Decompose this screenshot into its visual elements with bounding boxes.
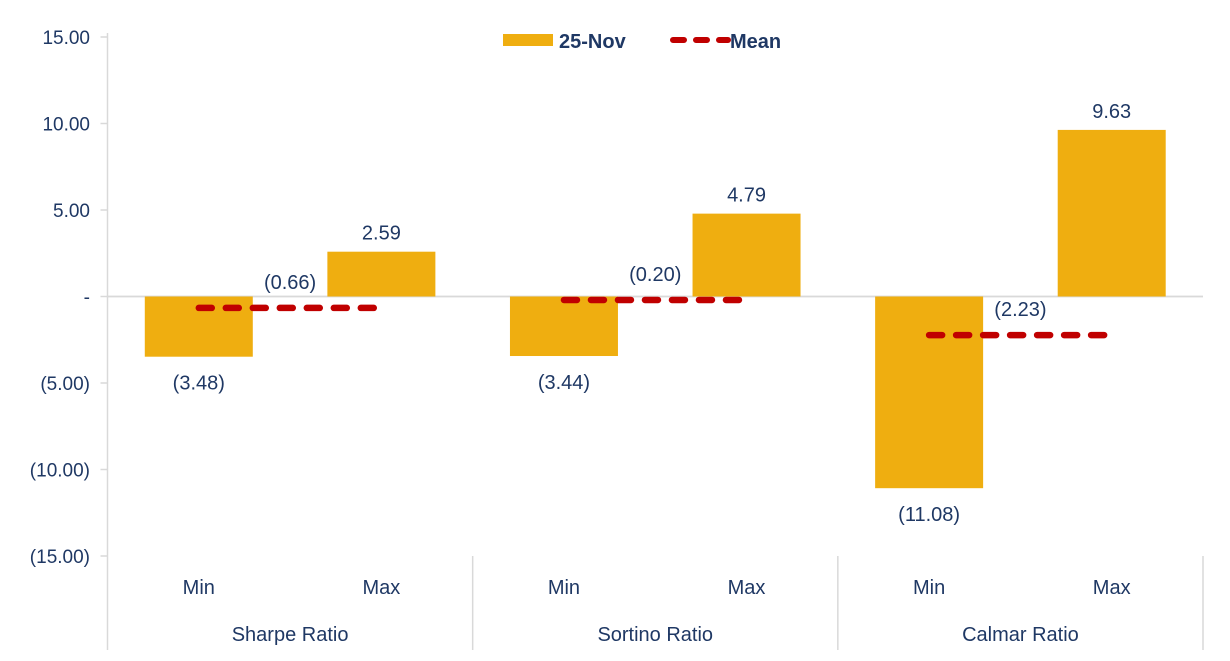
y-axis-tick-label: (5.00) <box>40 374 90 395</box>
bar-category-label: Min <box>913 577 945 599</box>
plot-area: 15.00 10.00 5.00 - (5.00) (10.00) (15.00) (3.48… <box>30 28 1204 650</box>
min-bar-value-label: (3.44) <box>538 372 590 394</box>
max-bar <box>692 213 801 297</box>
max-bar-value-label: 9.63 <box>1092 101 1131 123</box>
y-axis-tick-label: (10.00) <box>30 461 90 482</box>
mean-value-label: (0.20) <box>629 264 681 286</box>
max-bar <box>1057 129 1166 297</box>
y-axis-tick-label: 10.00 <box>42 115 90 136</box>
mean-value-label: (2.23) <box>994 299 1046 321</box>
min-bar-value-label: (11.08) <box>898 504 960 526</box>
max-bar <box>327 251 436 297</box>
legend-mean-label: Mean <box>730 31 781 53</box>
bar-category-label: Max <box>728 577 766 599</box>
bar-category-label: Min <box>548 577 580 599</box>
max-bar-value-label: 2.59 <box>362 223 401 245</box>
y-axis-tick-label: - <box>84 288 90 309</box>
legend-bar-label: 25-Nov <box>559 31 627 53</box>
legend-bar-swatch <box>503 34 553 46</box>
group-label: Calmar Ratio <box>962 624 1079 646</box>
group-label: Sortino Ratio <box>597 624 713 646</box>
y-axis-tick-label: 15.00 <box>42 28 90 49</box>
legend: 25-Nov Mean <box>503 31 781 53</box>
bar-category-label: Min <box>183 577 215 599</box>
mean-value-label: (0.66) <box>264 272 316 294</box>
min-bar-value-label: (3.48) <box>173 373 225 395</box>
group-label: Sharpe Ratio <box>232 624 349 646</box>
min-bar <box>875 296 984 489</box>
max-bar-value-label: 4.79 <box>727 185 766 207</box>
min-bar <box>509 296 618 357</box>
bar-category-label: Max <box>362 577 400 599</box>
y-axis-tick-label: (15.00) <box>30 547 90 568</box>
y-axis-tick-label: 5.00 <box>53 201 90 222</box>
bar-category-label: Max <box>1093 577 1131 599</box>
